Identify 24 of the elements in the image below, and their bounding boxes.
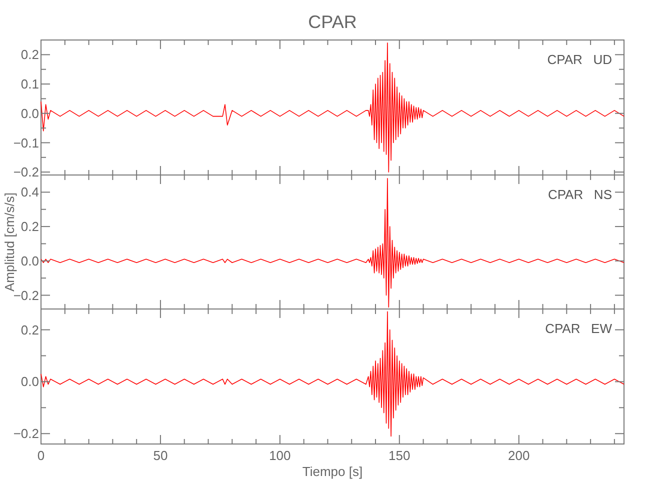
line-series <box>40 178 624 308</box>
y-tick-label: 0.0 <box>20 106 39 121</box>
y-tick-label: 0.0 <box>20 253 39 268</box>
x-tick-label: 200 <box>508 448 530 463</box>
annotation: CPAR NS <box>548 187 612 202</box>
x-tick-label: 50 <box>153 448 168 463</box>
x-tick-label: 150 <box>388 448 410 463</box>
y-tick-label: −0.1 <box>13 135 39 150</box>
annotation: CPAR EW <box>545 321 613 336</box>
y-tick-label: 0.0 <box>20 374 39 390</box>
y-tick-label: −0.2 <box>13 426 39 442</box>
line-series <box>40 311 624 437</box>
y-tick-label: 0.2 <box>20 47 39 62</box>
y-tick-label: 0.4 <box>20 184 39 200</box>
chart-title: CPAR <box>308 12 357 32</box>
y-tick-label: −0.2 <box>13 164 39 180</box>
x-tick-label: 0 <box>37 448 45 463</box>
annotation: CPAR UD <box>547 52 612 67</box>
y-tick-label: 0.2 <box>20 322 39 338</box>
line-series <box>40 42 624 172</box>
y-tick-label: 0.1 <box>20 76 39 92</box>
y-tick-label: 0.2 <box>20 219 39 234</box>
x-tick-label: 100 <box>269 448 291 463</box>
x-axis-title: Tiempo [s] <box>302 464 363 479</box>
